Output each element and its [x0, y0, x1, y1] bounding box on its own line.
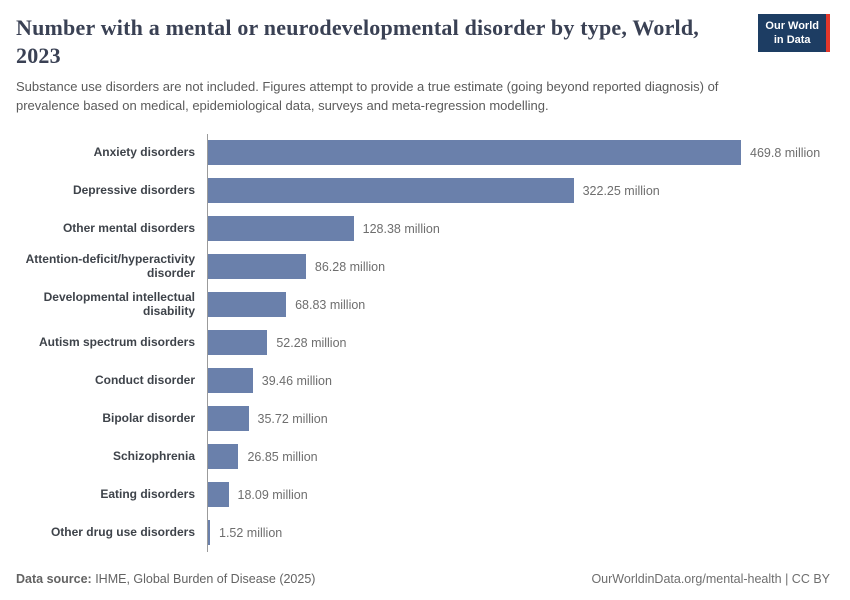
data-source-value: IHME, Global Burden of Disease (2025)	[91, 572, 316, 586]
plot-area: 86.28 million	[207, 247, 830, 286]
category-label: Eating disorders	[100, 486, 195, 501]
plot-area: 68.83 million	[207, 285, 830, 324]
bar[interactable]	[208, 140, 741, 166]
bar-row: Conduct disorder 39.46 million	[16, 361, 830, 400]
plot-area: 52.28 million	[207, 323, 830, 362]
bar[interactable]	[208, 482, 229, 508]
bar-row: Schizophrenia 26.85 million	[16, 437, 830, 476]
plot-area: 322.25 million	[207, 171, 830, 210]
bar[interactable]	[208, 444, 239, 470]
owid-logo-accent-bar	[826, 14, 830, 52]
bar-row: Other mental disorders 128.38 million	[16, 209, 830, 248]
category-label: Schizophrenia	[112, 448, 195, 463]
header-text: Number with a mental or neurodevelopment…	[16, 14, 758, 116]
value-label: 52.28 million	[276, 335, 347, 350]
bar-row: Autism spectrum disorders 52.28 million	[16, 323, 830, 362]
value-label: 86.28 million	[314, 259, 386, 274]
category-label: Anxiety disorders	[93, 144, 195, 159]
category-label: Conduct disorder	[94, 372, 195, 387]
value-label: 322.25 million	[582, 183, 660, 198]
data-source-label: Data source:	[16, 572, 92, 586]
bar[interactable]	[208, 406, 249, 432]
category-label: Developmental intellectual disability	[43, 289, 195, 318]
category-label: Other mental disorders	[62, 220, 195, 235]
owid-logo-text: Our World in Data	[758, 14, 826, 52]
bar-row: Bipolar disorder 35.72 million	[16, 399, 830, 438]
owid-logo[interactable]: Our World in Data	[758, 14, 830, 52]
bar[interactable]	[208, 292, 287, 318]
bar[interactable]	[208, 178, 574, 204]
plot-area: 18.09 million	[207, 475, 830, 514]
chart-title: Number with a mental or neurodevelopment…	[16, 15, 699, 68]
data-source: Data source: IHME, Global Burden of Dise…	[16, 572, 315, 586]
category-label: Attention-deficit/hyperactivity disorder	[25, 251, 195, 280]
bar-row: Developmental intellectual disability 68.…	[16, 285, 830, 324]
category-label: Other drug use disorders	[50, 524, 195, 539]
value-label: 39.46 million	[261, 373, 332, 388]
chart-subtitle: Substance use disorders are not included…	[16, 79, 719, 113]
category-label: Bipolar disorder	[102, 410, 195, 425]
value-label: 1.52 million	[219, 525, 283, 540]
footer-credit: OurWorldinData.org/mental-health | CC BY	[591, 572, 830, 586]
plot-area: 39.46 million	[207, 361, 830, 400]
footer-license: | CC BY	[781, 572, 830, 586]
owid-logo-line1: Our World	[765, 19, 819, 32]
header: Number with a mental or neurodevelopment…	[16, 14, 830, 116]
bar-row: Anxiety disorders 469.8 million	[16, 133, 830, 172]
bar-row: Eating disorders 18.09 million	[16, 475, 830, 514]
bar-chart: Anxiety disorders 469.8 million Depressive…	[16, 133, 830, 552]
value-label: 26.85 million	[247, 449, 318, 464]
plot-area: 35.72 million	[207, 399, 830, 438]
category-label: Autism spectrum disorders	[38, 334, 195, 349]
bar[interactable]	[208, 254, 306, 280]
footer: Data source: IHME, Global Burden of Dise…	[16, 572, 830, 586]
category-label: Depressive disorders	[72, 182, 195, 197]
value-label: 35.72 million	[257, 411, 328, 426]
bar[interactable]	[208, 216, 354, 242]
bar[interactable]	[208, 520, 210, 546]
plot-area: 1.52 million	[207, 513, 830, 552]
owid-logo-line2: in Data	[773, 34, 811, 46]
bar-row: Depressive disorders 322.25 million	[16, 171, 830, 210]
value-label: 128.38 million	[362, 221, 440, 236]
plot-area: 26.85 million	[207, 437, 830, 476]
bar-row: Other drug use disorders 1.52 million	[16, 513, 830, 552]
bar-row: Attention-deficit/hyperactivity disorder…	[16, 247, 830, 286]
bar[interactable]	[208, 368, 253, 394]
plot-area: 469.8 million	[207, 133, 830, 172]
plot-area: 128.38 million	[207, 209, 830, 248]
value-label: 469.8 million	[750, 145, 821, 160]
footer-link[interactable]: OurWorldinData.org/mental-health	[591, 572, 782, 586]
bar[interactable]	[208, 330, 268, 356]
value-label: 18.09 million	[237, 487, 308, 502]
value-label: 68.83 million	[295, 297, 366, 312]
